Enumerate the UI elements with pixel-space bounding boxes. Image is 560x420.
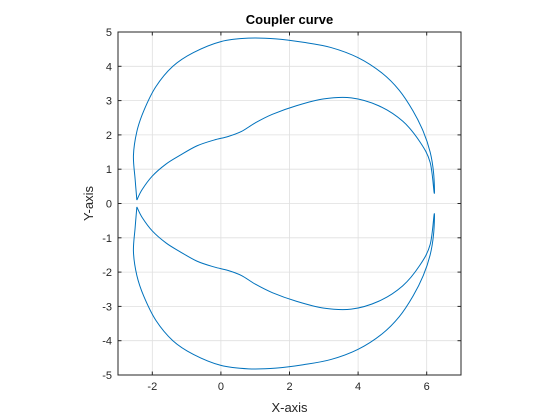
x-axis-label: X-axis xyxy=(271,400,308,415)
x-tick-label: 6 xyxy=(424,381,430,393)
y-tick-label: 0 xyxy=(106,199,112,211)
curve-series xyxy=(132,37,435,370)
x-tick-label: 0 xyxy=(218,381,224,393)
y-tick-label: 4 xyxy=(106,61,112,73)
y-tick-label: 1 xyxy=(106,164,112,176)
y-tick-label: 3 xyxy=(106,96,112,108)
y-tick-label: -4 xyxy=(102,336,112,348)
y-axis-label: Y-axis xyxy=(81,186,96,221)
axis-tick-labels: -2 0 2 4 6 -5 -4 -3 -2 -1 0 1 2 3 4 5 xyxy=(102,27,430,393)
y-tick-label: 2 xyxy=(106,130,112,142)
y-tick-label: -3 xyxy=(102,301,112,313)
y-tick-label: -2 xyxy=(102,267,112,279)
x-tick-label: 2 xyxy=(286,381,292,393)
chart-title: Coupler curve xyxy=(246,12,333,27)
lower-curve-line xyxy=(132,206,435,370)
y-tick-label: -1 xyxy=(102,233,112,245)
upper-curve-line xyxy=(132,37,435,201)
axis-ticks xyxy=(118,31,461,376)
y-tick-label: -5 xyxy=(102,370,112,382)
x-tick-label: -2 xyxy=(147,381,157,393)
x-tick-label: 4 xyxy=(355,381,361,393)
y-tick-label: 5 xyxy=(106,27,112,39)
